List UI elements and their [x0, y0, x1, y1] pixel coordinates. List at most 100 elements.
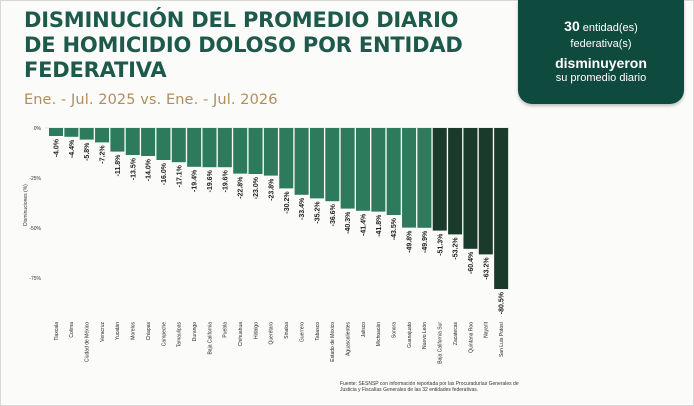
bar — [279, 128, 294, 189]
badge-count-suffix: entidad(es) — [579, 22, 638, 34]
category-label: Tamaulipas — [177, 322, 183, 348]
badge-line-2: federativa(s) — [570, 38, 632, 50]
category-label: Nuevo León — [422, 322, 428, 349]
bar — [125, 128, 140, 155]
bar — [202, 128, 217, 168]
data-label: -13.5% — [130, 157, 137, 180]
category-label: Zacatecas — [453, 322, 459, 346]
data-label: -19.4% — [192, 169, 199, 192]
category-label: Chihuahua — [238, 322, 244, 346]
data-label: -80.5% — [499, 291, 506, 314]
y-tick-label: -25% — [29, 176, 41, 182]
category-label: Querétaro — [269, 322, 275, 345]
data-label: -60.4% — [468, 251, 475, 274]
data-label: -30.2% — [284, 191, 291, 214]
bar — [263, 128, 278, 176]
data-label: -40.3% — [345, 211, 352, 234]
category-label: Chiapas — [146, 322, 152, 341]
bar — [64, 128, 79, 137]
y-tick-label: -50% — [29, 226, 41, 232]
data-label: -33.4% — [299, 197, 306, 220]
category-label: Campeche — [161, 322, 167, 346]
category-label: Durango — [192, 322, 198, 341]
category-label: Sonora — [392, 322, 398, 338]
category-label: Yucatán — [115, 322, 121, 340]
bar — [340, 128, 355, 209]
bar — [217, 128, 232, 168]
page-title: DISMINUCIÓN DEL PROMEDIO DIARIO DE HOMIC… — [24, 8, 463, 82]
bar — [463, 128, 478, 249]
category-label: Ciudad de México — [85, 322, 91, 362]
bar — [248, 128, 263, 174]
category-label: Tlaxcala — [54, 322, 60, 341]
data-label: -4.4% — [69, 139, 76, 158]
data-label: -36.6% — [330, 203, 337, 226]
category-label: Morelos — [131, 322, 137, 340]
data-label: -43.5% — [391, 217, 398, 240]
category-label: Tabasco — [315, 322, 321, 341]
bar — [417, 128, 432, 228]
bar — [325, 128, 340, 202]
category-label: Puebla — [223, 322, 229, 338]
bar — [49, 128, 63, 136]
bar — [79, 128, 94, 140]
data-label: -23.8% — [268, 178, 275, 201]
category-label: San Luis Potosí — [499, 321, 505, 357]
bar — [494, 128, 509, 289]
bar — [141, 128, 156, 156]
data-label: -41.4% — [361, 213, 368, 236]
badge-line-4: su promedio diario — [555, 72, 647, 84]
data-label: -63.2% — [483, 257, 490, 280]
category-label: Hidalgo — [253, 322, 259, 339]
data-label: -51.3% — [437, 233, 444, 256]
summary-badge: 30 entidad(es) federativa(s) disminuyero… — [518, 0, 684, 104]
bar — [110, 128, 125, 152]
bar — [448, 128, 463, 235]
bar — [233, 128, 248, 174]
category-label: Guerrero — [299, 322, 305, 342]
data-label: -49.8% — [407, 230, 414, 253]
y-axis-label: Disminuciones (%) — [23, 184, 29, 226]
category-label: Baja California Sur — [438, 322, 444, 364]
category-label: Nayarit — [484, 321, 490, 337]
data-label: -5.8% — [84, 142, 91, 161]
bar — [478, 128, 493, 255]
y-tick-label: 0% — [34, 126, 42, 132]
bar — [356, 128, 370, 211]
bar — [309, 128, 324, 199]
data-label: -53.2% — [453, 237, 460, 260]
bar — [187, 128, 202, 167]
data-label: -19.6% — [222, 169, 229, 192]
data-label: -16.0% — [161, 162, 168, 185]
bar — [95, 128, 110, 143]
data-label: -4.0% — [54, 138, 61, 157]
bar — [156, 128, 171, 160]
y-tick-label: -75% — [29, 276, 41, 282]
category-label: Aguascalientes — [345, 322, 351, 356]
data-label: -49.9% — [422, 230, 429, 253]
data-label: -35.2% — [314, 201, 321, 224]
category-label: Baja California — [207, 322, 213, 355]
category-label: Colima — [69, 322, 75, 338]
category-label: Estado de México — [330, 322, 336, 362]
source-note: Fuente: SESNSP con información reportada… — [340, 381, 519, 393]
data-label: -11.8% — [115, 154, 122, 177]
bar — [171, 128, 186, 163]
badge-line-3: disminuyeron — [555, 55, 647, 71]
bar — [386, 128, 401, 215]
bar — [402, 128, 417, 228]
data-label: -22.8% — [238, 176, 245, 199]
bar — [294, 128, 309, 195]
data-label: -17.1% — [176, 164, 183, 187]
data-label: -7.2% — [100, 145, 107, 164]
data-label: -23.0% — [253, 176, 260, 199]
category-label: Sinaloa — [284, 322, 290, 339]
bar — [371, 128, 386, 212]
category-label: Michoacán — [376, 322, 382, 346]
data-label: -19.6% — [207, 169, 214, 192]
category-label: Jalisco — [361, 322, 367, 338]
data-label: -14.0% — [146, 158, 153, 181]
page-subtitle: Ene. - Jul. 2025 vs. Ene. - Jul. 2026 — [24, 92, 278, 108]
category-label: Quintana Roo — [468, 322, 474, 353]
